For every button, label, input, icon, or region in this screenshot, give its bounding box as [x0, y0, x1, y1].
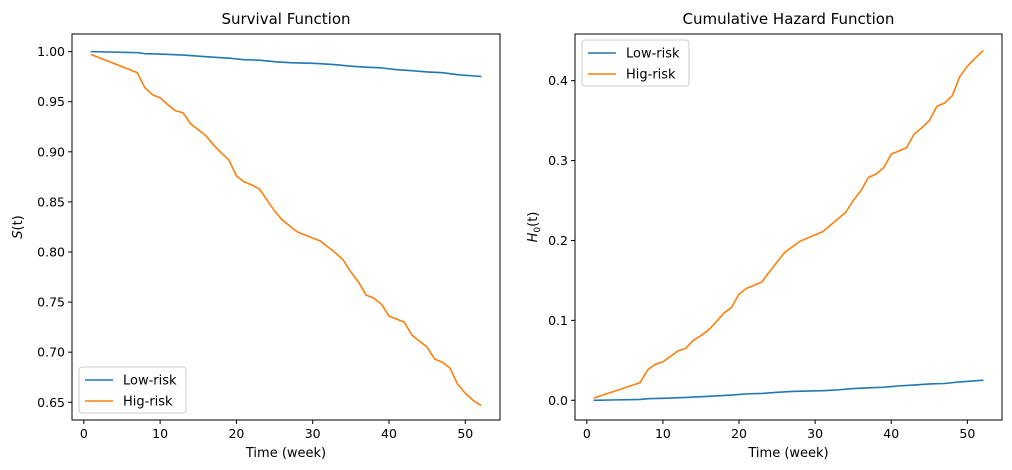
x-tick-label: 10 [655, 426, 671, 441]
axes-frame [71, 33, 501, 421]
x-tick-label: 20 [228, 426, 244, 441]
y-axis-label-sub: 0 [533, 227, 543, 233]
y-axis-label: S(t) [11, 215, 26, 239]
axes-frame [574, 33, 1003, 421]
legend-label: Low-risk [626, 47, 680, 62]
x-tick-label: 10 [152, 426, 168, 441]
y-axis-label-arg: (t) [11, 215, 26, 230]
x-axis-label: Time (week) [245, 446, 326, 461]
series-line-low-risk [90, 50, 482, 78]
chart-title: Cumulative Hazard Function [683, 10, 895, 28]
y-tick-label: 0.80 [37, 244, 65, 259]
y-tick-label: 0.0 [548, 393, 568, 408]
chart-panel-2: Cumulative Hazard Function 0 10 20 30 40 50 0.0… [526, 10, 1003, 461]
x-tick-label: 20 [731, 426, 747, 441]
x-tick-label: 50 [959, 426, 975, 441]
y-axis-label-arg: (t) [526, 212, 541, 227]
y-tick-label: 1.00 [37, 44, 65, 59]
y-axis-label-base: H [526, 232, 541, 242]
series-line-hig-risk [593, 49, 984, 399]
y-tick-label: 0.75 [37, 295, 65, 310]
legend: Low-risk Hig-risk [581, 39, 690, 87]
chart-title: Survival Function [221, 10, 350, 28]
x-tick-label: 0 [80, 426, 88, 441]
y-axis-label-base: S [11, 230, 26, 238]
y-tick-label: 0.90 [37, 144, 65, 159]
legend-label: Hig-risk [626, 68, 676, 83]
x-tick-label: 30 [807, 426, 823, 441]
y-tick-label: 0.70 [37, 345, 65, 360]
x-axis-label: Time (week) [747, 446, 828, 461]
x-tick-label: 40 [381, 426, 397, 441]
y-axis-label: H0(t) [526, 212, 543, 243]
series-group [593, 49, 984, 402]
x-tick-label: 30 [305, 426, 321, 441]
x-tick-label: 0 [583, 426, 591, 441]
series-line-hig-risk [90, 53, 482, 407]
legend-label: Low-risk [123, 374, 177, 389]
x-tick-label: 50 [457, 426, 473, 441]
y-tick-label: 0.65 [37, 395, 65, 410]
series-group [90, 50, 482, 407]
series-line-low-risk [593, 379, 984, 402]
y-tick-label: 0.95 [37, 94, 65, 109]
legend: Low-risk Hig-risk [78, 366, 187, 414]
y-tick-label: 0.85 [37, 194, 65, 209]
y-tick-label: 0.2 [548, 233, 568, 248]
chart-panel-1: Survival Function 0 10 20 30 40 50 0.65 0.70 0.75… [11, 10, 501, 461]
x-tick-label: 40 [883, 426, 899, 441]
y-tick-label: 0.3 [548, 153, 568, 168]
legend-label: Hig-risk [123, 395, 173, 410]
y-tick-label: 0.1 [548, 313, 568, 328]
y-tick-label: 0.4 [548, 73, 568, 88]
